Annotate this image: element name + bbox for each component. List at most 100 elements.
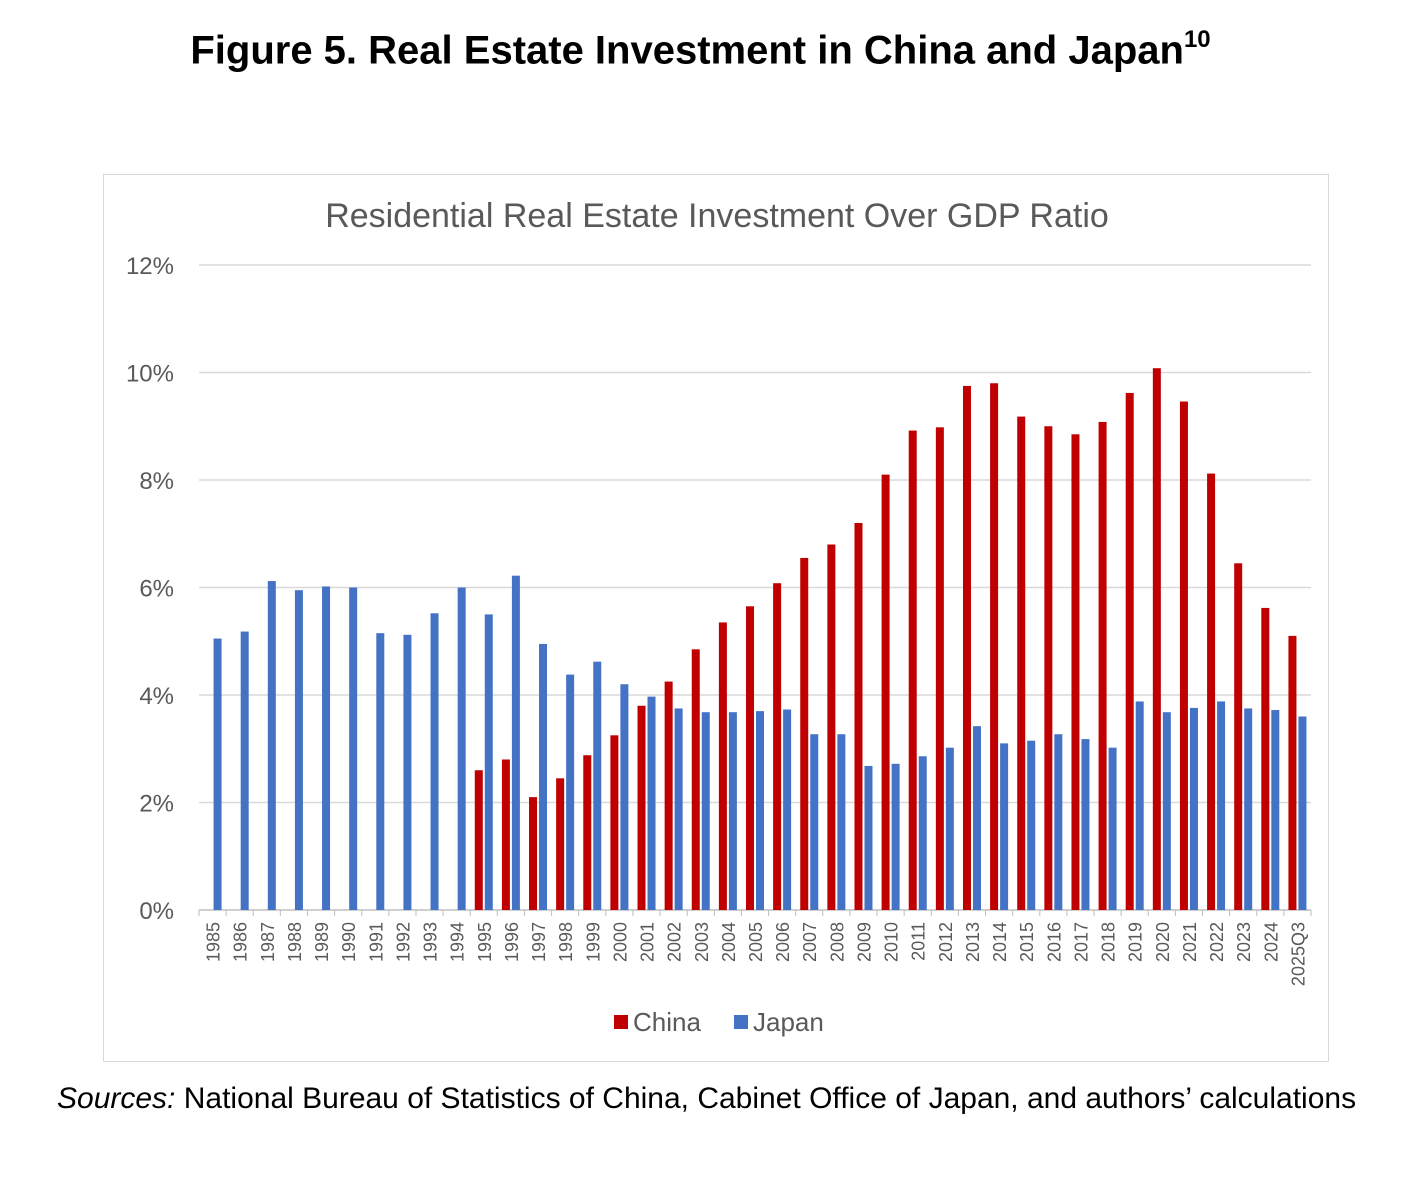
legend-label-japan: Japan xyxy=(753,1007,824,1037)
bar-japan xyxy=(376,633,385,910)
y-tick-label: 4% xyxy=(139,683,174,710)
x-tick-label: 1993 xyxy=(421,922,441,962)
y-axis: 0% 2% 4% 6% 8% 10% 12% xyxy=(126,253,174,925)
x-tick-label: 1994 xyxy=(448,922,468,962)
x-tick-label: 2010 xyxy=(882,922,902,962)
x-tick-label: 1998 xyxy=(556,922,576,962)
x-tick-label: 2007 xyxy=(800,922,820,962)
legend-label-china: China xyxy=(633,1007,701,1037)
bar-japan xyxy=(322,586,331,910)
bar-japan xyxy=(1271,710,1280,910)
bar-china xyxy=(1152,368,1161,910)
legend-swatch-japan xyxy=(734,1015,748,1029)
bar-china xyxy=(583,755,592,910)
bar-china xyxy=(1179,401,1188,910)
y-tick-label: 12% xyxy=(126,253,174,280)
x-tick-label: 2019 xyxy=(1126,922,1146,962)
x-tick-label: 2017 xyxy=(1071,922,1091,962)
bar-japan xyxy=(511,575,520,910)
bar-japan xyxy=(620,684,629,910)
bar-japan xyxy=(240,631,249,910)
bar-japan xyxy=(701,712,710,910)
bar-japan xyxy=(1217,701,1226,910)
bar-china xyxy=(881,474,890,910)
bar-china xyxy=(827,544,836,910)
x-tick-label: 2021 xyxy=(1180,922,1200,962)
bar-china xyxy=(1288,635,1297,910)
bar-japan xyxy=(267,581,276,910)
bar-chart: Residential Real Estate Investment Over … xyxy=(126,197,1312,1037)
bars xyxy=(213,368,1307,910)
bar-japan xyxy=(457,587,466,910)
bar-japan xyxy=(213,638,222,910)
bar-china xyxy=(474,770,483,910)
x-tick-label: 1996 xyxy=(502,922,522,962)
bar-japan xyxy=(294,590,303,910)
x-tick-label: 1988 xyxy=(285,922,305,962)
bar-japan xyxy=(1000,743,1009,910)
x-tick-label: 2020 xyxy=(1153,922,1173,962)
x-tick-label: 2008 xyxy=(827,922,847,962)
bar-japan xyxy=(403,634,412,910)
x-tick-label: 2000 xyxy=(610,922,630,962)
bar-japan xyxy=(1135,701,1144,910)
bar-china xyxy=(800,557,809,910)
bar-china xyxy=(718,622,727,910)
x-tick-label: 2023 xyxy=(1234,922,1254,962)
bar-japan xyxy=(1189,707,1198,910)
legend: China Japan xyxy=(614,1007,824,1037)
figure-title-footnote: 10 xyxy=(1183,26,1211,53)
bar-china xyxy=(691,649,700,910)
bar-japan xyxy=(1054,734,1063,910)
y-tick-label: 2% xyxy=(139,791,174,818)
x-tick-label: 2004 xyxy=(719,922,739,962)
bar-china xyxy=(1044,426,1053,910)
bar-china xyxy=(610,735,619,910)
x-tick-label: 1986 xyxy=(231,922,251,962)
x-tick-label: 1987 xyxy=(258,922,278,962)
bar-japan xyxy=(1162,712,1171,910)
figure-title-text: Figure 5. Real Estate Investment in Chin… xyxy=(190,28,1184,73)
bar-japan xyxy=(430,613,439,910)
x-tick-label: 2002 xyxy=(665,922,685,962)
y-tick-label: 0% xyxy=(139,898,174,925)
bar-japan xyxy=(539,643,548,910)
y-tick-label: 10% xyxy=(126,361,174,388)
bar-japan xyxy=(1108,747,1117,910)
x-tick-label: 1997 xyxy=(529,922,549,962)
bar-japan xyxy=(1027,740,1036,910)
bar-japan xyxy=(1081,739,1090,910)
x-tick-label: 2018 xyxy=(1099,922,1119,962)
bar-china xyxy=(1125,392,1134,910)
x-tick-label: 2011 xyxy=(909,922,929,961)
x-tick-label: 2024 xyxy=(1261,922,1281,962)
bar-japan xyxy=(837,734,846,910)
x-tick-label: 2022 xyxy=(1207,922,1227,962)
x-axis: 1985 1986 1987 1988 1989 1990 1991 1992 1993 1994… xyxy=(198,910,1312,986)
bar-japan xyxy=(674,708,683,910)
chart-frame: Residential Real Estate Investment Over … xyxy=(103,174,1329,1062)
bar-china xyxy=(935,427,944,910)
bar-japan xyxy=(891,763,900,910)
bar-japan xyxy=(349,587,358,910)
y-tick-label: 8% xyxy=(139,468,174,495)
x-tick-label: 1991 xyxy=(366,922,386,962)
x-tick-label: 1985 xyxy=(204,922,224,962)
bar-china xyxy=(556,778,565,910)
bar-japan xyxy=(728,712,737,910)
bar-japan xyxy=(566,674,575,910)
bar-japan xyxy=(945,747,954,910)
bar-japan xyxy=(647,696,656,910)
bar-china xyxy=(664,681,673,910)
sources-label: Sources: xyxy=(57,1082,176,1115)
bar-china xyxy=(746,606,754,910)
bar-china xyxy=(962,385,971,910)
figure-title: Figure 5. Real Estate Investment in Chin… xyxy=(0,26,1401,73)
bar-china xyxy=(1261,607,1270,910)
x-tick-label: 2014 xyxy=(990,922,1010,962)
bar-japan xyxy=(972,726,981,910)
x-tick-label: 2013 xyxy=(963,922,983,962)
x-tick-label: 1990 xyxy=(339,922,359,962)
x-tick-label: 1999 xyxy=(583,922,603,962)
x-tick-label: 2015 xyxy=(1017,922,1037,962)
